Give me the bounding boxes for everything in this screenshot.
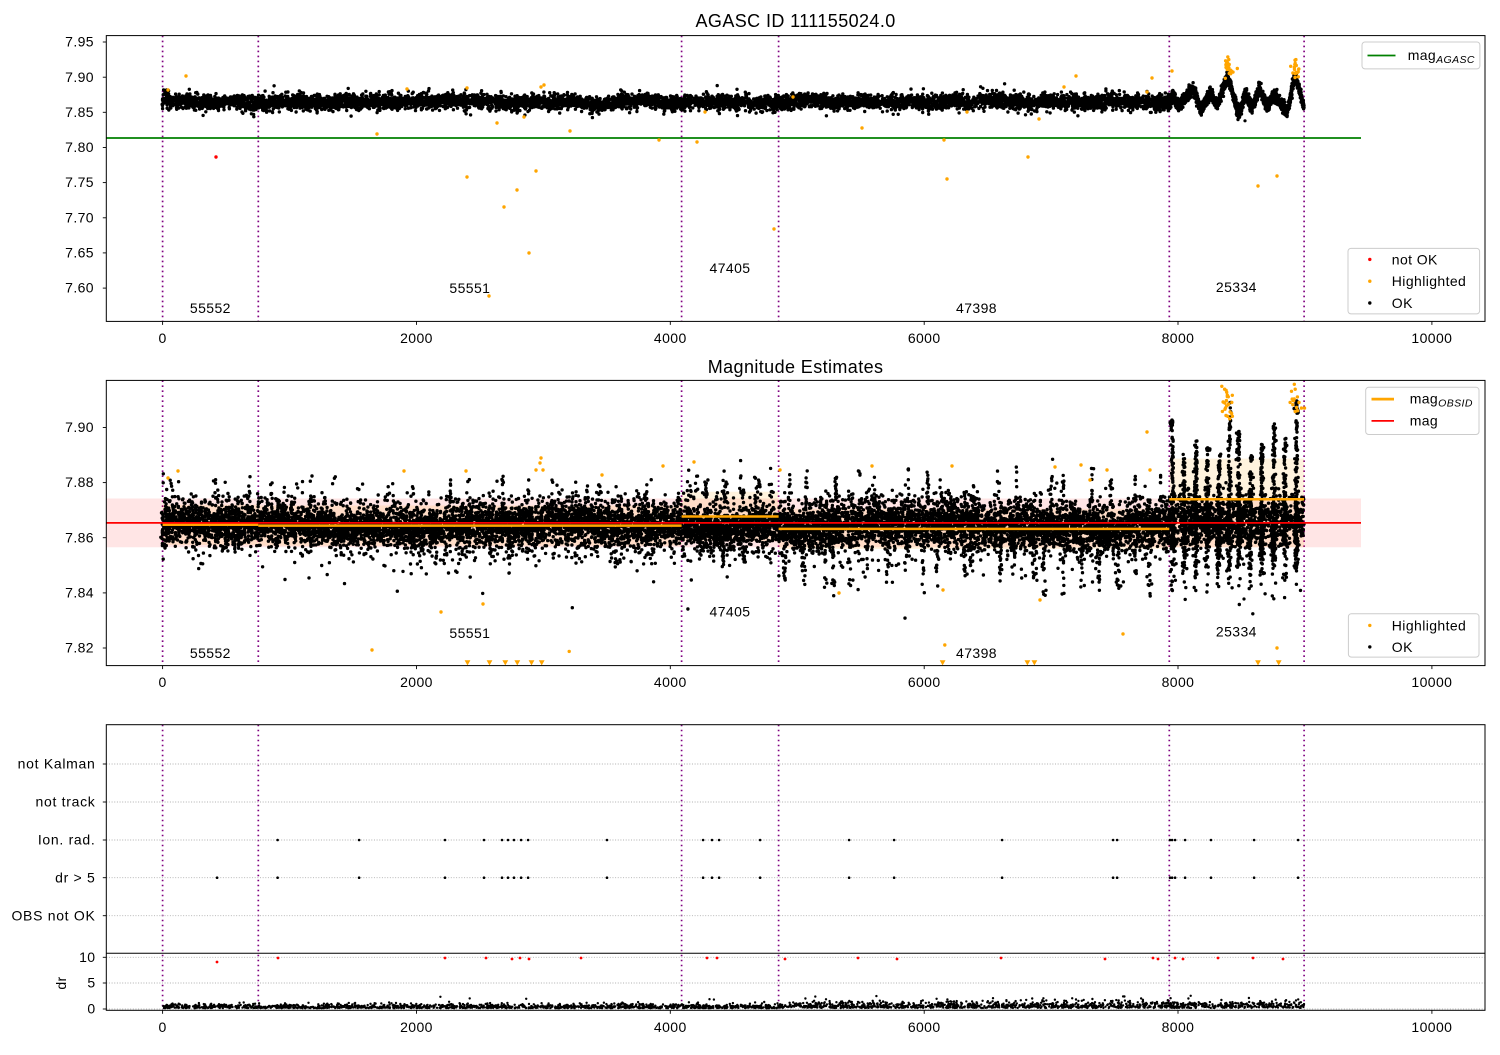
svg-text:Magnitude Estimates: Magnitude Estimates bbox=[708, 357, 884, 377]
svg-text:8000: 8000 bbox=[1162, 674, 1195, 690]
svg-text:10000: 10000 bbox=[1411, 674, 1452, 690]
svg-text:Ion. rad.: Ion. rad. bbox=[38, 832, 96, 848]
svg-text:25334: 25334 bbox=[1216, 279, 1257, 295]
svg-text:0: 0 bbox=[87, 1001, 95, 1017]
svg-text:7.65: 7.65 bbox=[65, 245, 94, 261]
svg-text:7.60: 7.60 bbox=[65, 280, 94, 296]
svg-text:mag: mag bbox=[1410, 412, 1438, 428]
svg-text:47398: 47398 bbox=[956, 300, 997, 316]
svg-text:Highlighted: Highlighted bbox=[1392, 273, 1466, 289]
svg-text:OBS not OK: OBS not OK bbox=[11, 907, 95, 923]
svg-text:2000: 2000 bbox=[400, 330, 433, 346]
svg-text:2000: 2000 bbox=[400, 674, 433, 690]
svg-text:OK: OK bbox=[1392, 295, 1413, 311]
svg-text:55551: 55551 bbox=[449, 625, 490, 641]
svg-text:not OK: not OK bbox=[1392, 251, 1438, 267]
svg-text:0: 0 bbox=[159, 674, 167, 690]
svg-text:Highlighted: Highlighted bbox=[1392, 617, 1466, 633]
svg-text:6000: 6000 bbox=[908, 674, 941, 690]
svg-text:10: 10 bbox=[79, 949, 95, 965]
svg-text:dr > 5: dr > 5 bbox=[55, 869, 95, 885]
svg-text:4000: 4000 bbox=[654, 1019, 687, 1035]
svg-text:7.86: 7.86 bbox=[65, 529, 94, 545]
svg-text:7.84: 7.84 bbox=[65, 585, 94, 601]
svg-text:4000: 4000 bbox=[654, 330, 687, 346]
svg-text:not Kalman: not Kalman bbox=[18, 756, 96, 772]
svg-text:7.90: 7.90 bbox=[65, 419, 94, 435]
svg-text:7.90: 7.90 bbox=[65, 69, 94, 85]
svg-text:55551: 55551 bbox=[449, 280, 490, 296]
svg-text:6000: 6000 bbox=[908, 330, 941, 346]
svg-text:6000: 6000 bbox=[908, 1019, 941, 1035]
svg-text:10000: 10000 bbox=[1411, 330, 1452, 346]
svg-text:7.95: 7.95 bbox=[65, 34, 94, 50]
svg-text:5: 5 bbox=[87, 975, 95, 991]
svg-text:25334: 25334 bbox=[1216, 624, 1257, 640]
svg-text:47398: 47398 bbox=[956, 645, 997, 661]
svg-text:7.88: 7.88 bbox=[65, 474, 94, 490]
svg-text:7.82: 7.82 bbox=[65, 640, 94, 656]
svg-text:8000: 8000 bbox=[1162, 330, 1195, 346]
svg-text:8000: 8000 bbox=[1162, 1019, 1195, 1035]
svg-text:0: 0 bbox=[159, 1019, 167, 1035]
svg-text:4000: 4000 bbox=[654, 674, 687, 690]
svg-text:dr: dr bbox=[53, 976, 69, 989]
svg-text:47405: 47405 bbox=[710, 604, 751, 620]
svg-text:OK: OK bbox=[1392, 639, 1413, 655]
svg-text:7.70: 7.70 bbox=[65, 209, 94, 225]
svg-text:7.80: 7.80 bbox=[65, 139, 94, 155]
svg-text:2000: 2000 bbox=[400, 1019, 433, 1035]
svg-text:7.85: 7.85 bbox=[65, 104, 94, 120]
svg-text:7.75: 7.75 bbox=[65, 174, 94, 190]
svg-text:0: 0 bbox=[159, 330, 167, 346]
svg-text:55552: 55552 bbox=[190, 645, 231, 661]
svg-text:10000: 10000 bbox=[1411, 1019, 1452, 1035]
svg-text:AGASC ID 111155024.0: AGASC ID 111155024.0 bbox=[696, 11, 896, 31]
svg-text:not track: not track bbox=[36, 794, 96, 810]
svg-text:47405: 47405 bbox=[710, 260, 751, 276]
svg-text:55552: 55552 bbox=[190, 300, 231, 316]
